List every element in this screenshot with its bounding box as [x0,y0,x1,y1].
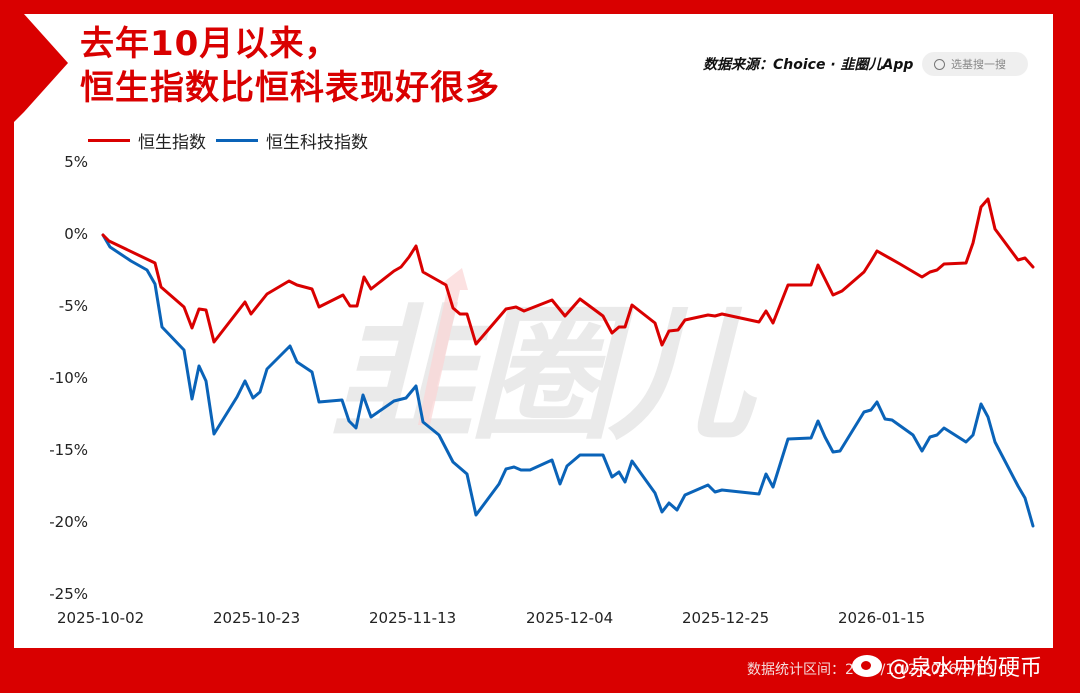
chart-title: 去年10月以来， 恒生指数比恒科表现好很多 [80,22,500,110]
y-tick: -10% [49,369,88,387]
title-line-2: 恒生指数比恒科表现好很多 [80,68,500,108]
weibo-watermark: @泉水中的硬币 [852,650,1042,682]
chart-panel [14,14,1053,648]
y-tick: -25% [49,585,88,603]
x-tick: 2025-11-13 [369,609,457,627]
search-input[interactable]: 选基搜一搜 [922,52,1028,76]
source-brand: 韭圈儿App [840,57,914,73]
x-tick: 2025-10-23 [213,609,301,627]
title-line-1: 去年10月以来， [80,24,340,64]
y-tick: 0% [64,225,88,243]
x-tick: 2025-10-02 [57,609,145,627]
legend-item-hstech: 恒生科技指数 [216,128,368,153]
y-tick: -5% [58,297,88,315]
search-placeholder: 选基搜一搜 [951,58,1006,71]
y-tick: -15% [49,441,88,459]
data-source: 数据来源：Choice · 韭圈儿App [703,54,913,74]
legend: 恒生指数 恒生科技指数 [88,128,378,153]
x-tick: 2025-12-25 [682,609,770,627]
weibo-handle: @泉水中的硬币 [888,656,1043,681]
hstech-line [101,233,1035,528]
y-tick: -20% [49,513,88,531]
corner-arrow-decoration [14,14,68,122]
legend-swatch-hsi [88,139,130,142]
source-label: 数据来源：Choice · [703,57,841,73]
x-tick: 2025-12-04 [526,609,614,627]
legend-label-hstech: 恒生科技指数 [266,133,368,153]
legend-item-hsi: 恒生指数 [88,128,206,153]
search-icon [934,58,945,70]
y-tick: 5% [64,153,88,171]
watermark-logo: 韭圈儿 [330,291,764,460]
x-tick: 2026-01-15 [838,609,926,627]
legend-label-hsi: 恒生指数 [138,133,206,153]
watermark-text: 韭圈儿 [330,291,758,460]
legend-swatch-hstech [216,139,258,142]
watermark-arrow [418,268,468,425]
hsi-line [101,197,1035,347]
weibo-icon [852,655,882,677]
